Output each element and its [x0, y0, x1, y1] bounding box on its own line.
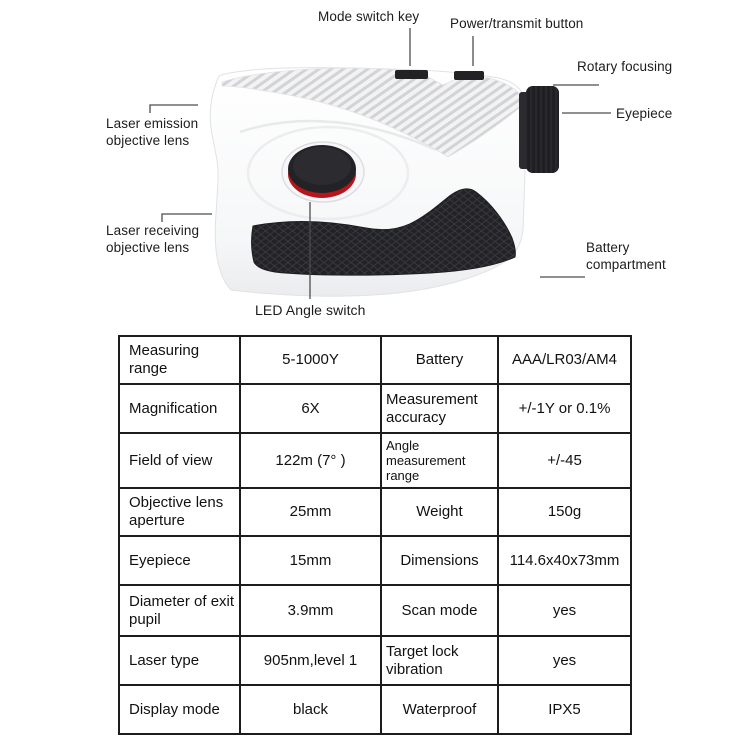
spec-value-target-lock: yes	[497, 635, 632, 686]
spec-label-measurement-accuracy: Measurement accuracy	[380, 383, 499, 434]
mode-switch-label: Mode switch key	[318, 9, 420, 24]
laser-receiving-leader-line	[161, 213, 212, 222]
spec-row-display-mode: Display mode black Waterproof IPX5	[118, 684, 632, 735]
spec-label-measuring-range: Measuring range	[118, 335, 241, 385]
top-hatch-texture	[221, 67, 524, 158]
spec-value-waterproof: IPX5	[497, 684, 632, 735]
spec-label-target-lock: Target lock vibration	[380, 635, 499, 686]
spec-value-dimensions: 114.6x40x73mm	[497, 535, 632, 586]
spec-table: Measuring range 5-1000Y Battery AAA/LR03…	[118, 335, 632, 735]
spec-label-dimensions: Dimensions	[380, 535, 499, 586]
spec-row-magnification: Magnification 6X Measurement accuracy +/…	[118, 383, 632, 434]
rubber-grip	[251, 188, 516, 276]
led-angle-switch-button	[281, 141, 365, 203]
led-angle-switch-label: LED Angle switch	[255, 302, 366, 318]
eyepiece-barrel	[519, 86, 559, 173]
spec-label-angle-range: Angle measurement range	[380, 432, 499, 489]
spec-value-field-of-view: 122m (7° )	[239, 432, 382, 489]
laser-emission-leader-line	[149, 104, 198, 113]
spec-row-laser-type: Laser type 905nm,level 1 Target lock vib…	[118, 635, 632, 686]
spec-row-exit-pupil: Diameter of exit pupil 3.9mm Scan mode y…	[118, 584, 632, 637]
spec-label-battery: Battery	[380, 335, 499, 385]
spec-label-weight: Weight	[380, 487, 499, 537]
rangefinder-illustration	[149, 28, 611, 299]
spec-row-eyepiece: Eyepiece 15mm Dimensions 114.6x40x73mm	[118, 535, 632, 586]
battery-compartment-label: Battery compartment	[586, 240, 666, 272]
eyepiece-label: Eyepiece	[616, 106, 673, 121]
spec-value-measurement-accuracy: +/-1Y or 0.1%	[497, 383, 632, 434]
spec-value-eyepiece: 15mm	[239, 535, 382, 586]
spec-row-objective-aperture: Objective lens aperture 25mm Weight 150g	[118, 487, 632, 537]
spec-label-exit-pupil: Diameter of exit pupil	[118, 584, 241, 637]
spec-value-magnification: 6X	[239, 383, 382, 434]
spec-label-waterproof: Waterproof	[380, 684, 499, 735]
spec-value-measuring-range: 5-1000Y	[239, 335, 382, 385]
laser-receiving-label: Laser receiving objective lens	[106, 223, 200, 255]
spec-label-laser-type: Laser type	[118, 635, 241, 686]
spec-value-scan-mode: yes	[497, 584, 632, 637]
power-transmit-label: Power/transmit button	[450, 16, 584, 31]
spec-value-objective-aperture: 25mm	[239, 487, 382, 537]
spec-value-weight: 150g	[497, 487, 632, 537]
spec-value-exit-pupil: 3.9mm	[239, 584, 382, 637]
spec-label-objective-aperture: Objective lens aperture	[118, 487, 241, 537]
spec-label-eyepiece: Eyepiece	[118, 535, 241, 586]
body-crease	[239, 119, 437, 152]
spec-label-scan-mode: Scan mode	[380, 584, 499, 637]
laser-emission-label: Laser emission objective lens	[106, 116, 199, 148]
spec-label-field-of-view: Field of view	[118, 432, 241, 489]
spec-value-display-mode: black	[239, 684, 382, 735]
spec-row-measuring-range: Measuring range 5-1000Y Battery AAA/LR03…	[118, 335, 632, 385]
spec-value-laser-type: 905nm,level 1	[239, 635, 382, 686]
spec-value-battery: AAA/LR03/AM4	[497, 335, 632, 385]
rotary-focusing-label: Rotary focusing	[577, 59, 673, 74]
spec-label-display-mode: Display mode	[118, 684, 241, 735]
spec-value-angle-range: +/-45	[497, 432, 632, 489]
mode-switch-button	[395, 70, 428, 79]
spec-label-magnification: Magnification	[118, 383, 241, 434]
body-crease-ring	[246, 125, 410, 221]
spec-row-field-of-view: Field of view 122m (7° ) Angle measureme…	[118, 432, 632, 489]
power-transmit-button	[454, 71, 484, 80]
